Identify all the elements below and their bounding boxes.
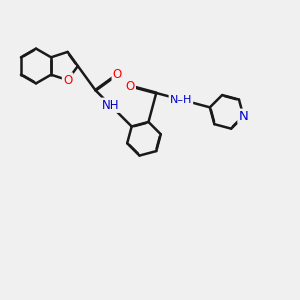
- Text: O: O: [63, 74, 72, 87]
- Text: O: O: [113, 68, 122, 81]
- Text: NH: NH: [102, 99, 119, 112]
- Text: N: N: [238, 110, 248, 123]
- Text: O: O: [125, 80, 135, 92]
- Text: N–H: N–H: [170, 94, 192, 105]
